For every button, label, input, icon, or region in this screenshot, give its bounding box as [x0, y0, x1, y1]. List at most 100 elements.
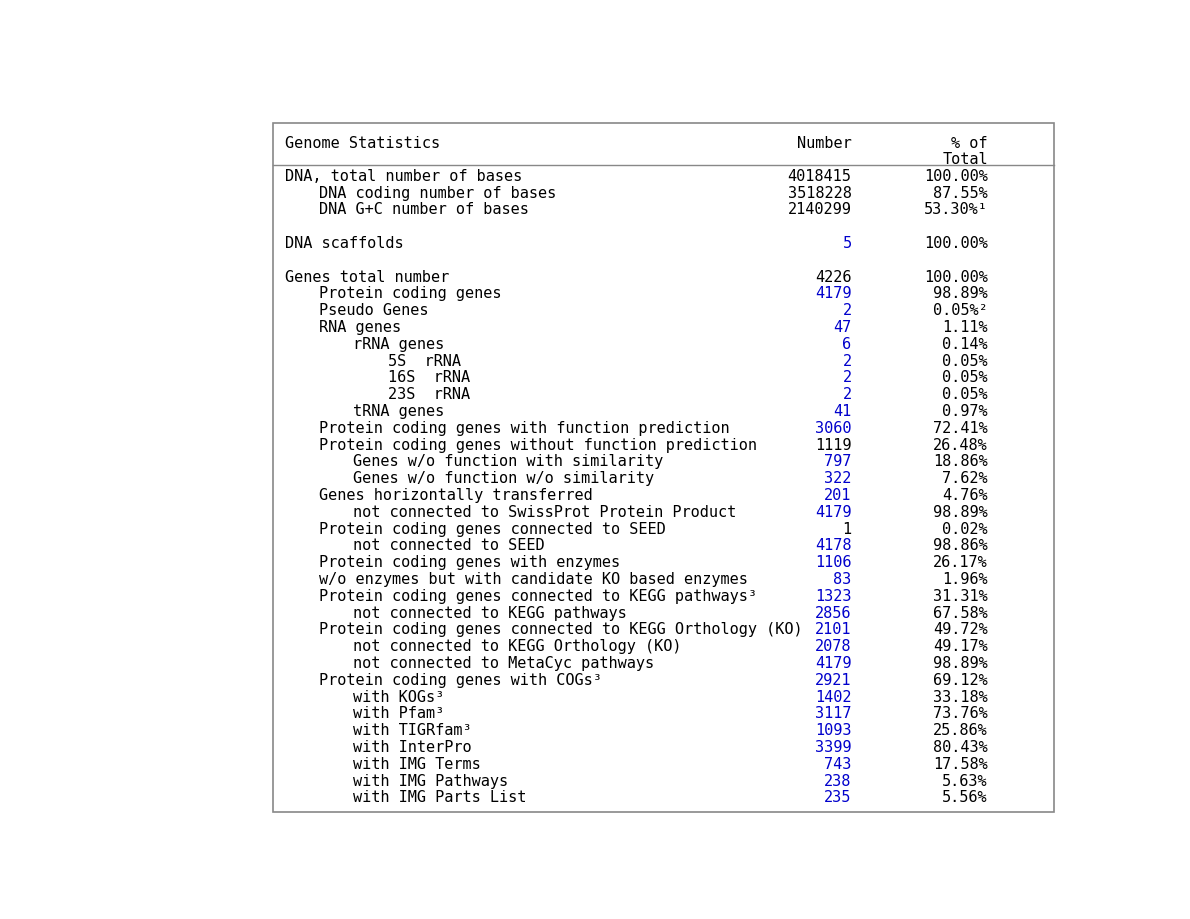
Text: 3060: 3060 — [815, 421, 852, 436]
Text: 100.00%: 100.00% — [925, 236, 988, 251]
Text: 4226: 4226 — [815, 269, 852, 285]
Text: 4178: 4178 — [815, 539, 852, 553]
Text: not connected to KEGG Orthology (KO): not connected to KEGG Orthology (KO) — [353, 640, 682, 654]
Text: RNA genes: RNA genes — [319, 320, 401, 335]
Text: with TIGRfam³: with TIGRfam³ — [353, 723, 472, 738]
Text: Genes w/o function with similarity: Genes w/o function with similarity — [353, 454, 664, 470]
Text: 69.12%: 69.12% — [933, 673, 988, 687]
Text: 100.00%: 100.00% — [925, 269, 988, 285]
Text: Genes total number: Genes total number — [286, 269, 450, 285]
Text: 98.89%: 98.89% — [933, 505, 988, 520]
Text: 2: 2 — [843, 387, 852, 403]
Text: 4179: 4179 — [815, 656, 852, 671]
Text: not connected to KEGG pathways: not connected to KEGG pathways — [353, 606, 627, 620]
Text: 322: 322 — [825, 471, 852, 486]
Text: 0.05%²: 0.05%² — [933, 303, 988, 318]
Text: Number: Number — [797, 136, 852, 152]
Text: DNA coding number of bases: DNA coding number of bases — [319, 186, 557, 200]
Text: 49.17%: 49.17% — [933, 640, 988, 654]
Text: 1093: 1093 — [815, 723, 852, 738]
Text: tRNA genes: tRNA genes — [353, 404, 445, 419]
Text: 5.63%: 5.63% — [942, 774, 988, 789]
Text: with IMG Parts List: with IMG Parts List — [353, 790, 527, 805]
Text: 26.17%: 26.17% — [933, 555, 988, 570]
Text: 41: 41 — [833, 404, 852, 419]
Text: 49.72%: 49.72% — [933, 622, 988, 638]
Text: 4018415: 4018415 — [788, 169, 852, 184]
Text: 26.48%: 26.48% — [933, 437, 988, 453]
Text: 743: 743 — [825, 756, 852, 772]
Text: with Pfam³: with Pfam³ — [353, 707, 445, 721]
Text: w/o enzymes but with candidate KO based enzymes: w/o enzymes but with candidate KO based … — [319, 572, 749, 587]
Text: DNA, total number of bases: DNA, total number of bases — [286, 169, 522, 184]
Text: not connected to MetaCyc pathways: not connected to MetaCyc pathways — [353, 656, 654, 671]
Text: 31.31%: 31.31% — [933, 589, 988, 604]
Text: Protein coding genes without function prediction: Protein coding genes without function pr… — [319, 437, 757, 453]
Text: 2078: 2078 — [815, 640, 852, 654]
Text: 98.86%: 98.86% — [933, 539, 988, 553]
Text: 0.05%: 0.05% — [942, 370, 988, 385]
Text: 87.55%: 87.55% — [933, 186, 988, 200]
Text: 0.14%: 0.14% — [942, 337, 988, 352]
Text: 2856: 2856 — [815, 606, 852, 620]
Text: Protein coding genes connected to KEGG pathways³: Protein coding genes connected to KEGG p… — [319, 589, 757, 604]
Text: 0.05%: 0.05% — [942, 354, 988, 369]
Text: 2921: 2921 — [815, 673, 852, 687]
Text: Genes horizontally transferred: Genes horizontally transferred — [319, 488, 593, 503]
Text: 18.86%: 18.86% — [933, 454, 988, 470]
Text: Protein coding genes with function prediction: Protein coding genes with function predi… — [319, 421, 729, 436]
Text: 2: 2 — [843, 370, 852, 385]
Text: with IMG Terms: with IMG Terms — [353, 756, 481, 772]
Bar — [274, 123, 1054, 812]
Text: 7.62%: 7.62% — [942, 471, 988, 486]
Text: 1.11%: 1.11% — [942, 320, 988, 335]
Text: Protein coding genes: Protein coding genes — [319, 287, 502, 301]
Text: 98.89%: 98.89% — [933, 656, 988, 671]
Text: 5.56%: 5.56% — [942, 790, 988, 805]
Text: 5S  rRNA: 5S rRNA — [388, 354, 461, 369]
Text: 2: 2 — [843, 303, 852, 318]
Text: 83: 83 — [833, 572, 852, 587]
Text: Protein coding genes connected to KEGG Orthology (KO): Protein coding genes connected to KEGG O… — [319, 622, 803, 638]
Text: 4179: 4179 — [815, 505, 852, 520]
Text: 47: 47 — [833, 320, 852, 335]
Text: 1402: 1402 — [815, 689, 852, 705]
Text: rRNA genes: rRNA genes — [353, 337, 445, 352]
Text: 0.02%: 0.02% — [942, 522, 988, 537]
Text: with KOGs³: with KOGs³ — [353, 689, 445, 705]
Text: 201: 201 — [825, 488, 852, 503]
Text: 1323: 1323 — [815, 589, 852, 604]
Text: 1.96%: 1.96% — [942, 572, 988, 587]
Text: 0.05%: 0.05% — [942, 387, 988, 403]
Text: DNA G+C number of bases: DNA G+C number of bases — [319, 202, 530, 218]
Text: 0.97%: 0.97% — [942, 404, 988, 419]
Text: 16S  rRNA: 16S rRNA — [388, 370, 470, 385]
Text: with IMG Pathways: with IMG Pathways — [353, 774, 508, 789]
Text: 235: 235 — [825, 790, 852, 805]
Text: 17.58%: 17.58% — [933, 756, 988, 772]
Text: 23S  rRNA: 23S rRNA — [388, 387, 470, 403]
Text: 1106: 1106 — [815, 555, 852, 570]
Text: Genome Statistics: Genome Statistics — [286, 136, 440, 152]
Text: 6: 6 — [843, 337, 852, 352]
Text: Protein coding genes with enzymes: Protein coding genes with enzymes — [319, 555, 620, 570]
Text: % of: % of — [952, 136, 988, 152]
Text: 53.30%¹: 53.30%¹ — [925, 202, 988, 218]
Text: 1: 1 — [843, 522, 852, 537]
Text: 2: 2 — [843, 354, 852, 369]
Text: 67.58%: 67.58% — [933, 606, 988, 620]
Text: Total: Total — [942, 152, 988, 167]
Text: 1119: 1119 — [815, 437, 852, 453]
Text: 2101: 2101 — [815, 622, 852, 638]
Text: Pseudo Genes: Pseudo Genes — [319, 303, 428, 318]
Text: 80.43%: 80.43% — [933, 740, 988, 755]
Text: 25.86%: 25.86% — [933, 723, 988, 738]
Text: 3518228: 3518228 — [788, 186, 852, 200]
Text: 3399: 3399 — [815, 740, 852, 755]
Text: 3117: 3117 — [815, 707, 852, 721]
Text: 72.41%: 72.41% — [933, 421, 988, 436]
Text: Protein coding genes with COGs³: Protein coding genes with COGs³ — [319, 673, 602, 687]
Text: 797: 797 — [825, 454, 852, 470]
Text: DNA scaffolds: DNA scaffolds — [286, 236, 403, 251]
Text: Protein coding genes connected to SEED: Protein coding genes connected to SEED — [319, 522, 666, 537]
